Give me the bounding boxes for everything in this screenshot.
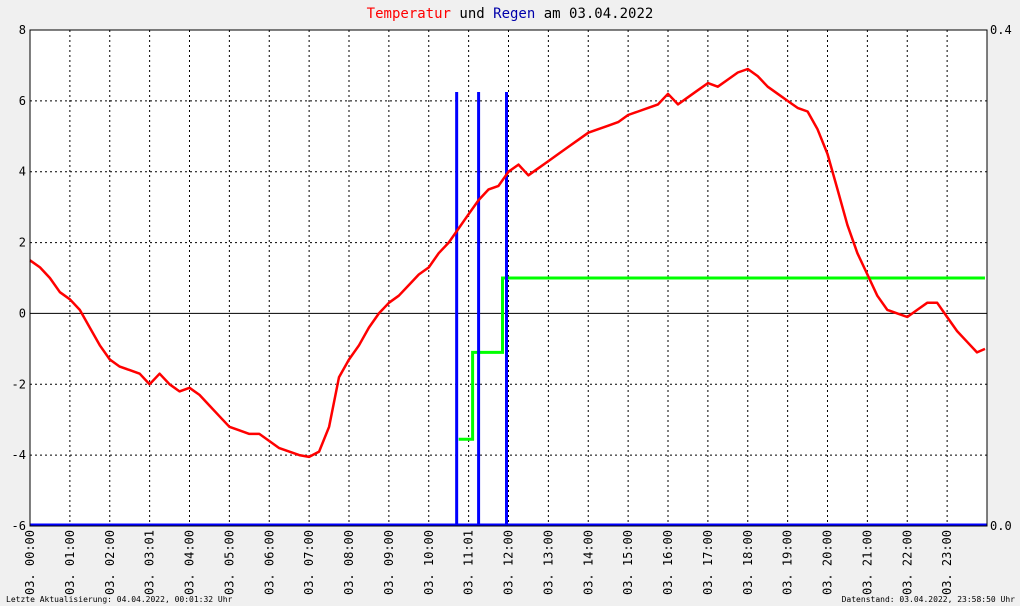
x-tick-label: 03. 01:00 [63, 530, 77, 595]
footer-last-update: Letzte Aktualisierung: 04.04.2022, 00:01… [6, 595, 233, 604]
x-tick-label: 03. 13:00 [541, 530, 555, 595]
x-tick-label: 03. 04:00 [183, 530, 197, 595]
y-tick-label-left: 6 [19, 94, 26, 108]
x-tick-label: 03. 14:00 [581, 530, 595, 595]
series-marks [29, 29, 988, 527]
x-tick-label: 03. 08:00 [342, 530, 356, 595]
x-tick-label: 03. 11:01 [462, 530, 476, 595]
x-tick-label: 03. 21:00 [860, 530, 874, 595]
x-tick-label: 03. 09:00 [382, 530, 396, 595]
plot-frame [29, 29, 988, 527]
y-tick-label-left: -6 [12, 519, 26, 533]
y-tick-label-left: 2 [19, 236, 26, 250]
footer-data-state: Datenstand: 03.04.2022, 23:58:50 Uhr [842, 595, 1016, 604]
y-tick-label-left: 0 [19, 306, 26, 320]
y-tick-label-left: 4 [19, 165, 26, 179]
chart-title: Temperatur und Regen am 03.04.2022 [367, 6, 654, 22]
x-tick-label: 03. 02:00 [103, 530, 117, 595]
x-tick-label: 03. 07:00 [302, 530, 316, 595]
y-tick-label-right: 0.0 [990, 519, 1012, 533]
x-tick-label: 03. 03:01 [143, 530, 157, 595]
x-tick-label: 03. 20:00 [821, 530, 835, 595]
title-date: am 03.04.2022 [544, 6, 654, 22]
temperature-line [29, 67, 986, 459]
title-temperature-word: Temperatur [367, 6, 451, 22]
x-tick-label: 03. 15:00 [621, 530, 635, 595]
y-tick-label-right: 0.4 [990, 23, 1012, 37]
title-rain-word: Regen [493, 6, 535, 22]
x-tick-label: 03. 16:00 [661, 530, 675, 595]
x-tick-label: 03. 06:00 [262, 530, 276, 595]
y-tick-label-left: -2 [12, 377, 26, 391]
title-and-word: und [459, 6, 484, 22]
rain-total-line [458, 276, 985, 441]
y-tick-label-left: -4 [12, 448, 26, 462]
x-tick-label: 03. 00:00 [23, 530, 37, 595]
x-tick-label: 03. 23:00 [940, 530, 954, 595]
x-tick-label: 03. 12:00 [502, 530, 516, 595]
axis-labels: 8 6 4 2 0 -2 -4 -6 0.4 0.0 03. 00:00 03. 01:00 03. 0… [12, 23, 1012, 595]
y-tick-label-left: 8 [19, 23, 26, 37]
x-tick-label: 03. 05:00 [222, 530, 236, 595]
x-tick-label: 03. 19:00 [781, 530, 795, 595]
x-tick-label: 03. 18:00 [741, 530, 755, 595]
x-tick-label: 03. 17:00 [701, 530, 715, 595]
x-tick-label: 03. 22:00 [900, 530, 914, 595]
grid-lines [30, 30, 987, 526]
x-tick-label: 03. 10:00 [422, 530, 436, 595]
